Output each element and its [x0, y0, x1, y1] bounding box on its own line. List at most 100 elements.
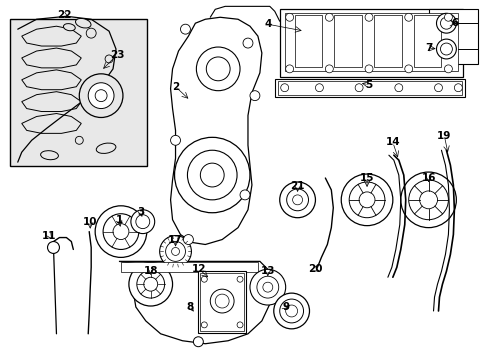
Bar	[373, 15, 401, 67]
Circle shape	[129, 262, 172, 306]
Circle shape	[453, 84, 461, 92]
Circle shape	[243, 38, 252, 48]
Circle shape	[193, 337, 203, 347]
Text: 13: 13	[260, 266, 275, 276]
Circle shape	[444, 65, 451, 73]
Circle shape	[180, 24, 190, 34]
Circle shape	[183, 235, 193, 244]
Circle shape	[400, 172, 455, 228]
Circle shape	[285, 305, 297, 317]
Circle shape	[113, 224, 129, 239]
Text: 19: 19	[436, 131, 451, 141]
Circle shape	[165, 242, 185, 261]
Circle shape	[237, 276, 243, 282]
Circle shape	[325, 13, 333, 21]
Circle shape	[436, 39, 455, 59]
Bar	[427, 9, 477, 64]
Text: 12: 12	[192, 264, 206, 274]
Circle shape	[419, 191, 437, 209]
Circle shape	[256, 276, 278, 298]
Text: 18: 18	[143, 266, 158, 276]
Polygon shape	[21, 92, 81, 112]
Text: 9: 9	[282, 302, 288, 312]
Bar	[10, 19, 146, 166]
Circle shape	[86, 28, 96, 38]
Circle shape	[187, 150, 237, 200]
Circle shape	[315, 84, 323, 92]
Circle shape	[279, 299, 303, 323]
Polygon shape	[170, 17, 262, 244]
Text: 11: 11	[42, 230, 57, 240]
Circle shape	[88, 83, 114, 109]
Circle shape	[201, 276, 207, 282]
Circle shape	[47, 242, 60, 253]
Bar	[413, 15, 441, 67]
Bar	[121, 262, 257, 272]
Circle shape	[160, 235, 191, 267]
Circle shape	[95, 90, 107, 102]
Circle shape	[210, 289, 234, 313]
Circle shape	[171, 247, 179, 255]
Circle shape	[240, 190, 249, 200]
Circle shape	[285, 65, 293, 73]
Circle shape	[404, 65, 412, 73]
Bar	[274, 79, 464, 96]
Circle shape	[95, 206, 146, 257]
Circle shape	[365, 65, 372, 73]
Bar	[284, 13, 457, 71]
Circle shape	[365, 13, 372, 21]
Text: 10: 10	[83, 217, 97, 227]
Circle shape	[279, 182, 315, 218]
Circle shape	[143, 277, 157, 291]
Circle shape	[105, 55, 113, 63]
Circle shape	[200, 163, 224, 187]
Text: 1: 1	[115, 215, 122, 225]
Text: 14: 14	[385, 137, 399, 147]
Text: 20: 20	[307, 264, 322, 274]
Bar	[198, 271, 245, 333]
Circle shape	[237, 322, 243, 328]
Circle shape	[174, 137, 249, 213]
Circle shape	[206, 57, 230, 81]
Bar	[294, 15, 322, 67]
Circle shape	[273, 293, 309, 329]
Circle shape	[170, 135, 180, 145]
Circle shape	[436, 13, 455, 33]
Polygon shape	[21, 113, 81, 133]
Polygon shape	[119, 261, 271, 344]
Text: 17: 17	[168, 234, 183, 244]
Ellipse shape	[96, 143, 116, 153]
Text: 7: 7	[424, 43, 431, 53]
Circle shape	[440, 43, 451, 55]
Circle shape	[408, 180, 447, 220]
Circle shape	[196, 47, 240, 91]
Polygon shape	[21, 48, 81, 68]
Circle shape	[404, 13, 412, 21]
Circle shape	[444, 13, 451, 21]
Text: 3: 3	[137, 207, 144, 217]
Text: 2: 2	[172, 82, 179, 92]
Circle shape	[249, 269, 285, 305]
Text: 4: 4	[264, 19, 271, 29]
Text: 16: 16	[421, 173, 435, 183]
Text: 15: 15	[359, 173, 373, 183]
Text: 23: 23	[109, 50, 124, 60]
Circle shape	[249, 91, 259, 100]
Circle shape	[354, 84, 362, 92]
Circle shape	[280, 84, 288, 92]
Circle shape	[434, 84, 442, 92]
Circle shape	[131, 210, 154, 234]
Circle shape	[103, 214, 139, 249]
Circle shape	[263, 282, 272, 292]
Text: 6: 6	[451, 18, 458, 28]
Ellipse shape	[63, 24, 75, 31]
Text: 8: 8	[186, 302, 194, 312]
Circle shape	[348, 182, 384, 218]
Circle shape	[341, 174, 392, 226]
Circle shape	[325, 65, 333, 73]
Circle shape	[394, 84, 402, 92]
Circle shape	[285, 13, 293, 21]
Bar	[200, 273, 244, 331]
Circle shape	[286, 189, 308, 211]
Circle shape	[136, 215, 149, 229]
